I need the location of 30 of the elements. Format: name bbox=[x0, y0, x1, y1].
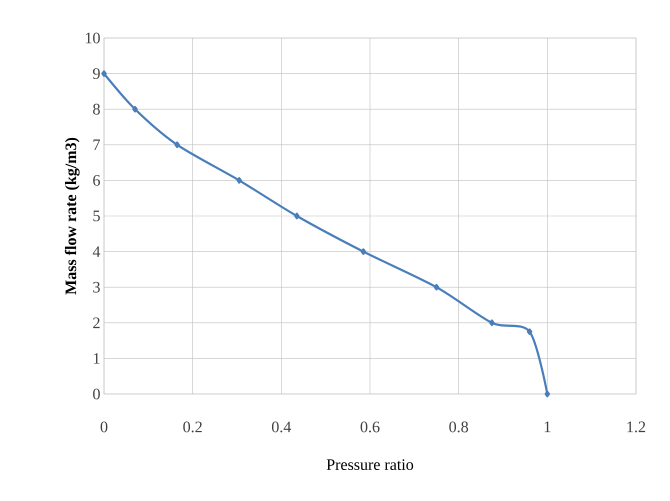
y-tick-label: 6 bbox=[93, 175, 100, 186]
point bbox=[360, 248, 366, 255]
point bbox=[526, 328, 532, 335]
point bbox=[294, 212, 300, 220]
x-tick-label: 0.2 bbox=[183, 422, 202, 432]
y-tick-label: 7 bbox=[94, 140, 100, 150]
y-tick-label: 4 bbox=[92, 246, 100, 257]
y-tick-label: 8 bbox=[93, 104, 100, 115]
point bbox=[174, 141, 180, 148]
x-tick-label: 1.2 bbox=[627, 422, 646, 432]
y-tick-label: 2 bbox=[93, 318, 100, 328]
point bbox=[236, 177, 242, 184]
x-tick-label: 1 bbox=[544, 422, 550, 432]
y-tick-label: 9 bbox=[92, 68, 100, 79]
y-tick-label: 5 bbox=[93, 210, 100, 222]
point bbox=[132, 106, 138, 112]
y-tick-label: 1 bbox=[94, 353, 100, 364]
point bbox=[544, 390, 550, 398]
x-tick-label: 0.8 bbox=[449, 422, 468, 432]
y-tick-label: 10 bbox=[86, 32, 100, 44]
point bbox=[489, 319, 495, 326]
y-tick-label: 0 bbox=[93, 388, 100, 400]
x-axis-title: Pressure ratio bbox=[326, 459, 414, 470]
x-tick-label: 0.4 bbox=[272, 422, 292, 432]
y-axis-title: Mass flow rate (kg/m3) bbox=[64, 138, 80, 295]
y-tick-label: 3 bbox=[93, 282, 100, 293]
point bbox=[434, 284, 440, 290]
point bbox=[101, 70, 107, 77]
x-tick-label: 0.6 bbox=[360, 422, 380, 432]
x-tick-label: 0 bbox=[100, 422, 108, 432]
